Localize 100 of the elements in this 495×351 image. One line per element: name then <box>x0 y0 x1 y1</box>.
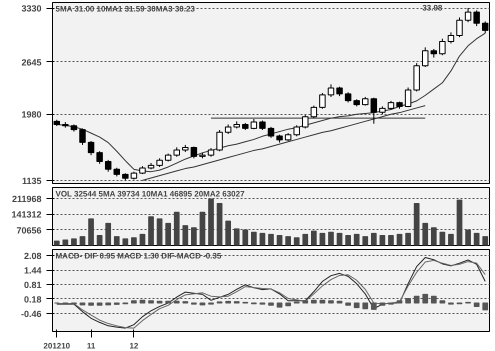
bar <box>320 232 326 246</box>
candlestick <box>268 126 274 138</box>
candlestick <box>79 128 86 146</box>
bar <box>370 302 377 310</box>
bar <box>251 232 257 246</box>
bar <box>448 234 454 246</box>
candlestick <box>344 92 352 103</box>
bar <box>114 236 120 246</box>
candlestick <box>190 146 198 159</box>
bar <box>216 202 222 246</box>
y-tick-label: -0.46 <box>20 309 42 320</box>
candlestick <box>302 114 309 129</box>
y-tick-label: 70656 <box>16 225 42 236</box>
y-tick-label: 1135 <box>22 176 42 186</box>
y-tick-label: 211968 <box>12 194 42 204</box>
bar <box>80 236 86 246</box>
candlestick <box>310 105 318 119</box>
bar <box>328 232 334 246</box>
bar <box>456 200 462 246</box>
x-tick-label: 201210 <box>43 342 71 350</box>
bar <box>370 232 377 246</box>
y-tick-label: 1.44 <box>24 266 42 276</box>
bar <box>430 227 437 246</box>
x-tick-label: 12 <box>129 342 139 350</box>
bar <box>482 236 488 246</box>
bar <box>354 302 360 308</box>
bar <box>396 234 402 246</box>
annotation: 33.98 <box>422 4 443 12</box>
bar <box>276 302 282 308</box>
bar <box>131 300 137 304</box>
bar <box>474 302 480 307</box>
annotation: VOL 32544 5MA 39734 10MA1 46895 20MA2 63027 <box>56 190 246 198</box>
bar <box>465 230 471 246</box>
candlestick <box>336 86 343 97</box>
bar <box>396 300 402 304</box>
bar <box>422 222 428 246</box>
bar <box>156 218 162 246</box>
y-tick-label: 2645 <box>21 57 42 68</box>
bar <box>268 302 274 306</box>
x-tick-label: 11 <box>86 342 96 350</box>
candlestick <box>104 159 112 172</box>
bar <box>174 212 180 246</box>
bar <box>302 300 308 304</box>
candlestick <box>216 129 223 152</box>
bar <box>380 302 386 306</box>
candlestick <box>448 32 454 44</box>
bar <box>302 234 308 246</box>
bar <box>191 227 197 246</box>
bar <box>422 294 428 304</box>
bar <box>96 235 102 246</box>
bar <box>388 235 394 246</box>
bar <box>260 232 266 246</box>
candlestick <box>88 140 94 156</box>
bar <box>414 296 420 304</box>
annotation: 5MA 31.00 10MA1 31.59 30MA3 30.23 <box>56 4 196 14</box>
candlestick <box>422 46 428 68</box>
line-series <box>142 105 426 181</box>
bar <box>328 300 334 304</box>
bar <box>310 300 317 304</box>
bar <box>54 240 60 246</box>
y-tick-label: 1980 <box>21 110 42 120</box>
candlestick <box>439 38 446 56</box>
candlestick <box>404 86 412 108</box>
bar <box>242 230 248 246</box>
bar <box>122 238 128 246</box>
y-tick-label: 0.81 <box>24 280 42 290</box>
bar <box>430 296 437 304</box>
bar <box>182 225 188 246</box>
bar <box>414 202 420 246</box>
bar <box>380 235 386 246</box>
bar <box>482 302 488 310</box>
candlestick <box>224 124 232 134</box>
y-tick-label: 0.18 <box>24 294 42 304</box>
candlestick <box>174 146 180 158</box>
y-tick-label: 141312 <box>11 210 42 220</box>
bar <box>310 230 317 246</box>
bar <box>345 235 351 246</box>
bar <box>440 232 446 246</box>
bar <box>140 300 146 304</box>
candlestick <box>456 16 463 38</box>
bar <box>131 237 137 246</box>
candlestick <box>370 97 378 124</box>
bar <box>440 300 446 304</box>
bar <box>234 228 240 246</box>
bar <box>165 222 172 246</box>
candlestick <box>473 10 480 27</box>
bar <box>474 232 480 246</box>
bar <box>345 302 351 306</box>
y-tick-label: 2.08 <box>24 251 42 262</box>
candlestick <box>328 84 334 98</box>
bar <box>362 302 368 310</box>
bar <box>148 300 154 304</box>
bar <box>225 220 232 246</box>
bar <box>276 235 282 246</box>
candlestick <box>464 8 472 23</box>
bar <box>336 232 342 246</box>
bar <box>140 234 146 246</box>
bar <box>88 302 94 306</box>
y-tick-label: 3330 <box>21 4 42 14</box>
candlestick <box>259 120 266 130</box>
